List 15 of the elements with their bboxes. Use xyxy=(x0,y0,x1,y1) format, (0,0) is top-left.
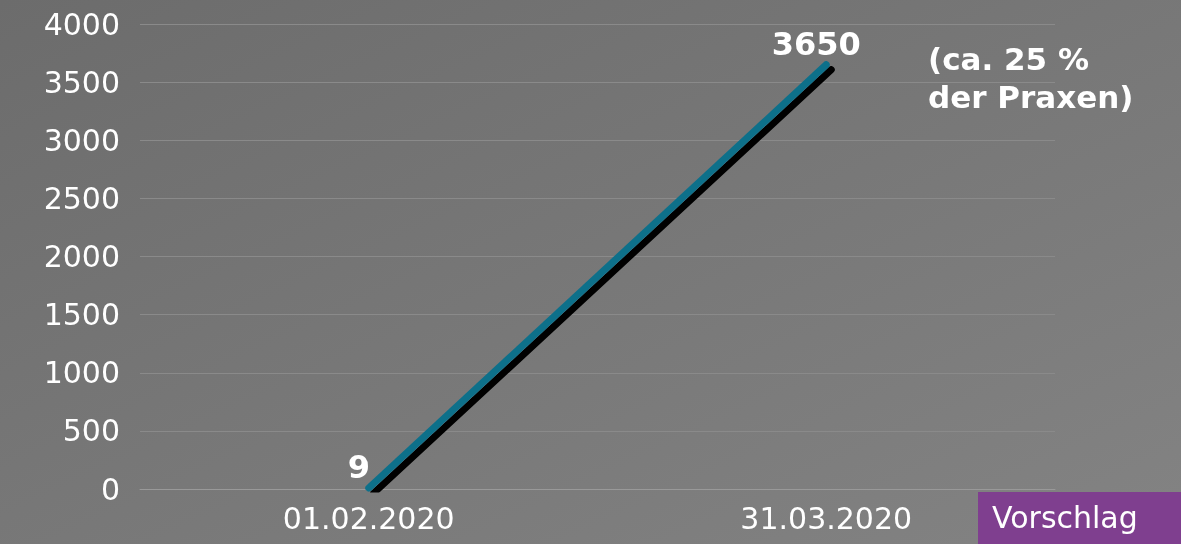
x-tick-label: 31.03.2020 xyxy=(740,500,913,536)
data-label: 9 xyxy=(347,447,370,486)
y-tick-label: 2000 xyxy=(43,239,120,274)
x-tick-label: 01.02.2020 xyxy=(282,500,455,536)
y-tick-label: 1000 xyxy=(43,355,120,391)
y-tick-label: 2500 xyxy=(43,180,120,216)
data-label: 3650 xyxy=(771,24,861,63)
y-tick-label: 500 xyxy=(62,413,120,449)
annotation: (ca. 25 % der Praxen) xyxy=(928,41,1134,115)
y-tick-label: 3500 xyxy=(43,64,120,100)
text: Vorschlag xyxy=(992,499,1138,535)
y-tick-label: 4000 xyxy=(43,6,120,42)
y-tick-label: 0 xyxy=(100,471,120,507)
y-tick-label: 1500 xyxy=(43,297,120,333)
y-tick-label: 3000 xyxy=(43,122,120,158)
